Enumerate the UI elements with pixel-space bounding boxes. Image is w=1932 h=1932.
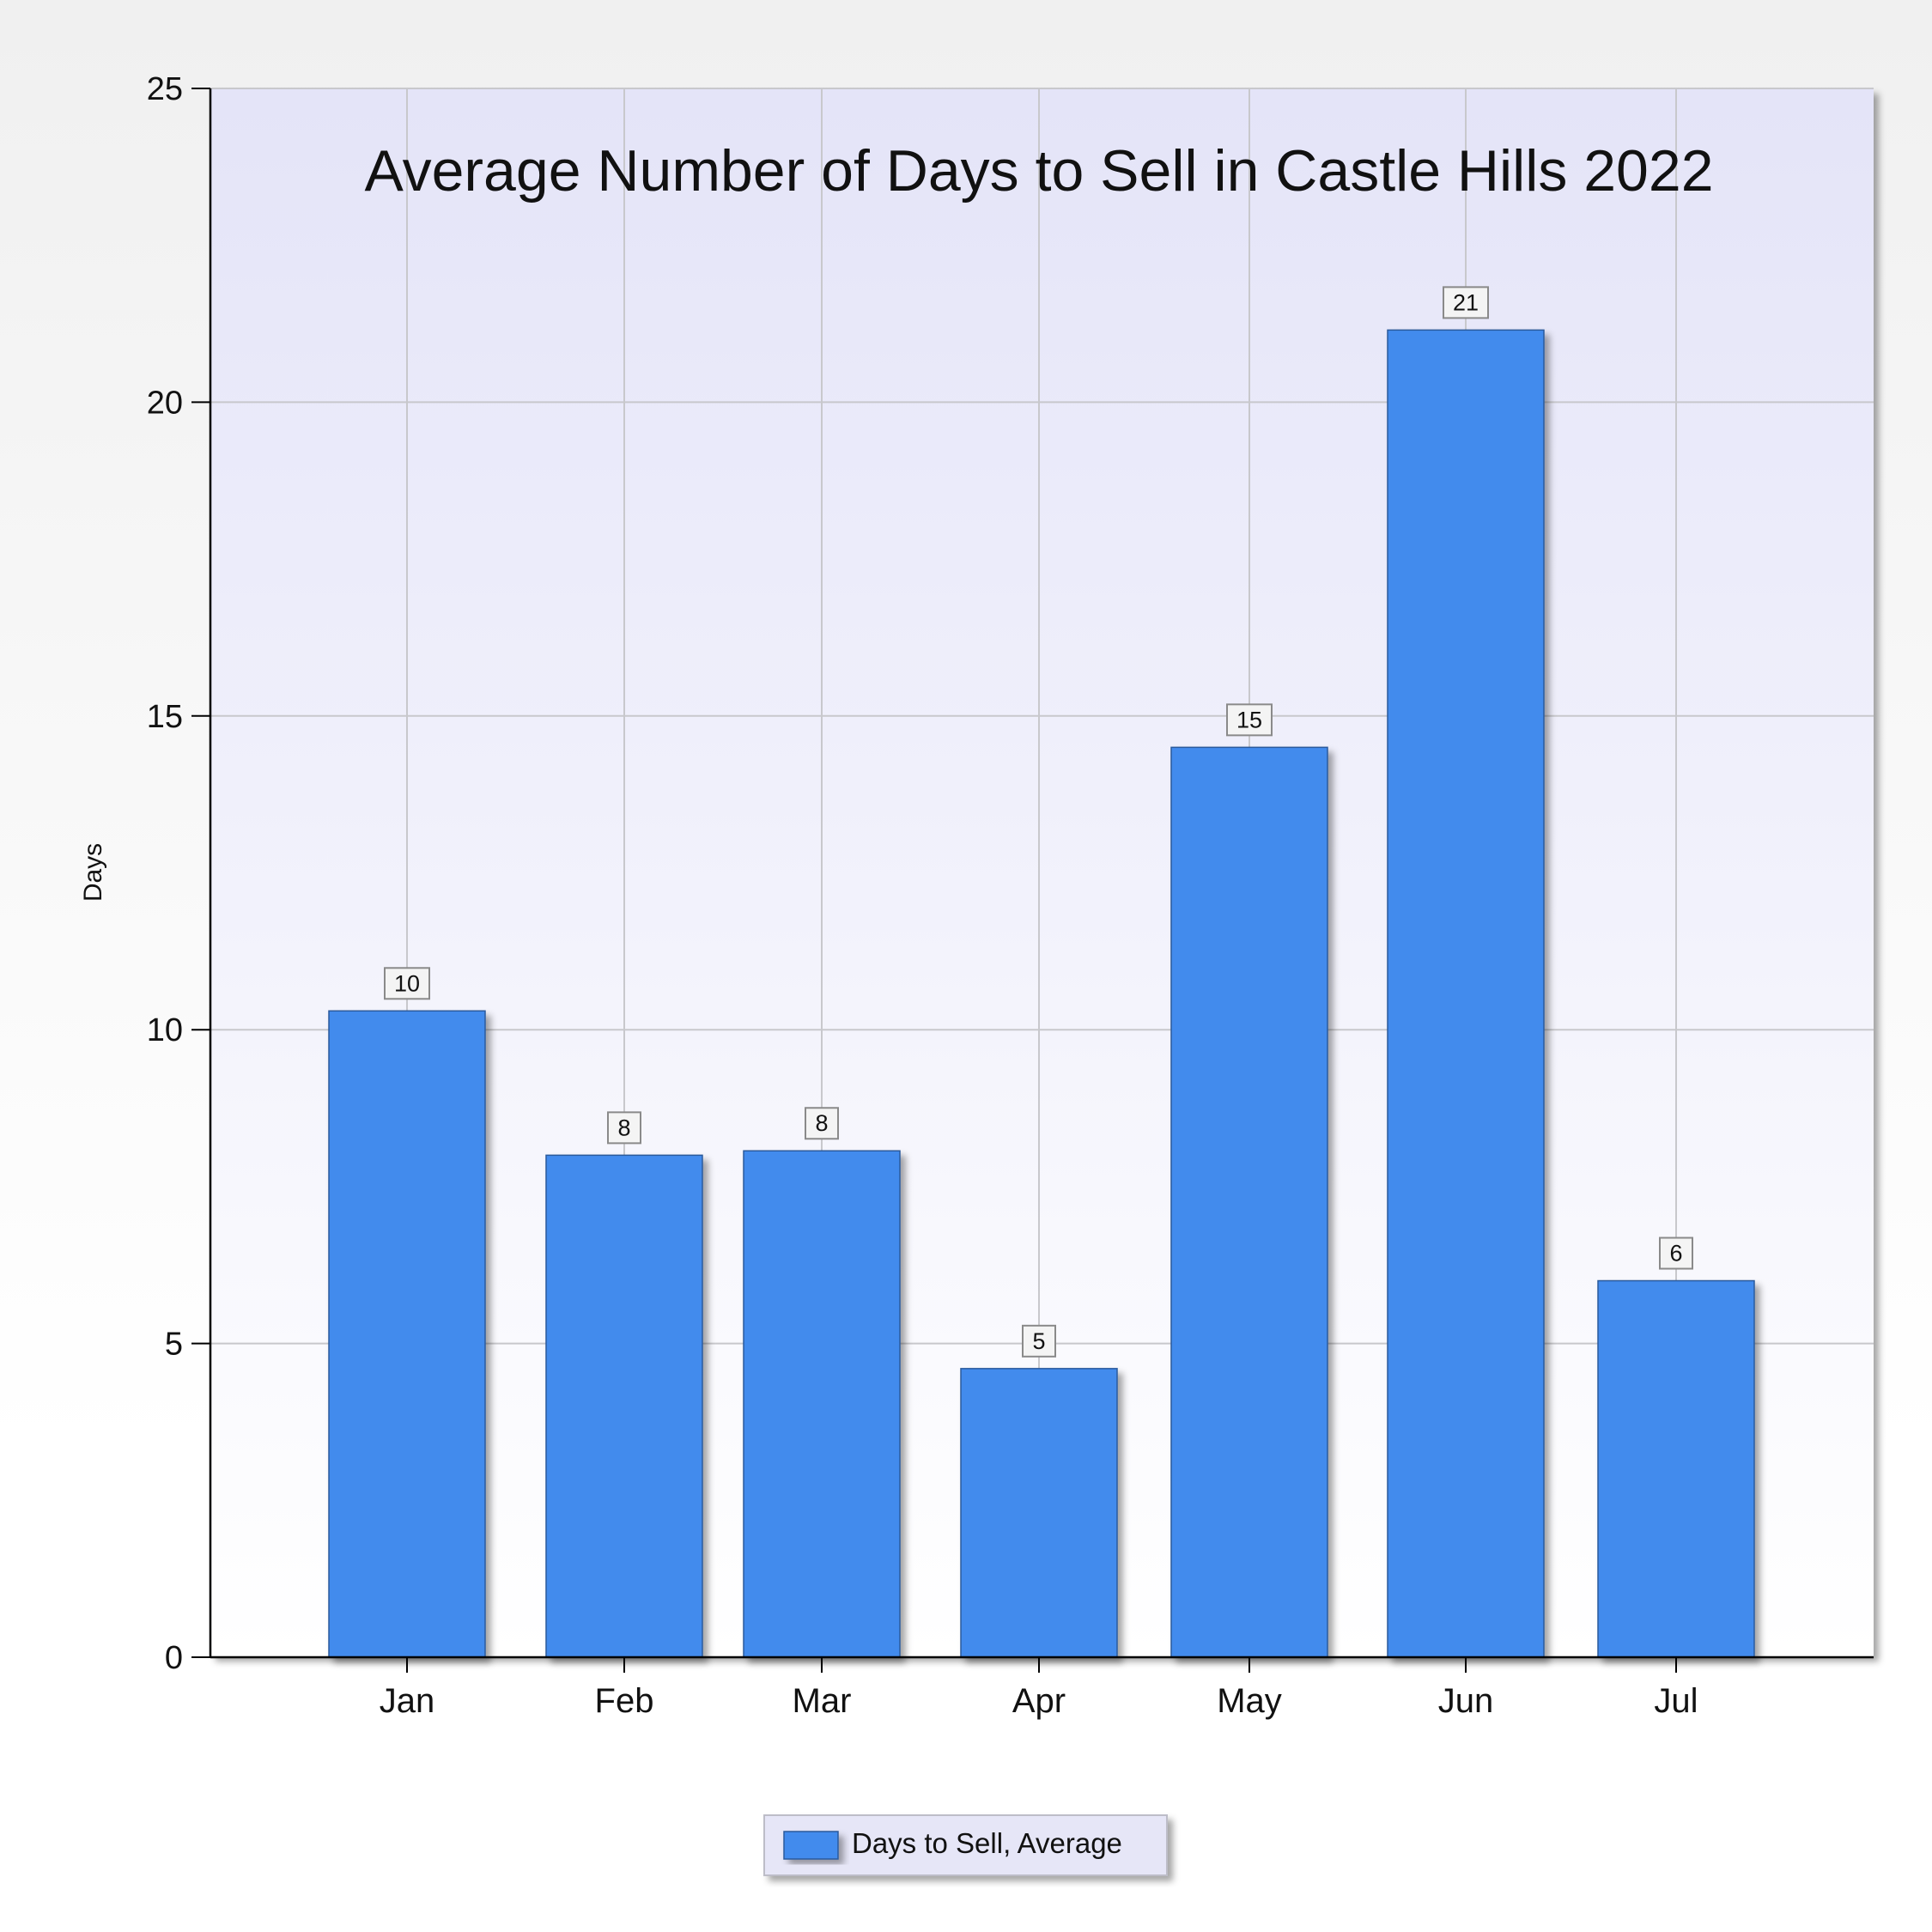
data-label: 6 [1669, 1241, 1682, 1267]
x-tick-label: May [1217, 1682, 1282, 1720]
y-tick-label: 0 [165, 1640, 183, 1676]
bar-jan [328, 1010, 486, 1658]
y-tick-label: 5 [165, 1327, 183, 1363]
data-label: 21 [1453, 289, 1479, 315]
data-label-box [1659, 1236, 1693, 1270]
bar-mar [743, 1150, 901, 1658]
bars [328, 329, 1755, 1658]
data-label-box [607, 1111, 641, 1145]
y-axis-label: Days [79, 843, 107, 902]
x-tick-label: Jul [1654, 1682, 1698, 1720]
x-axis-ticks: Jan Feb Mar Apr May Jun Jul [380, 1657, 1698, 1720]
data-label: 8 [617, 1115, 630, 1140]
bar-jul [1597, 1279, 1755, 1658]
data-label: 10 [394, 970, 420, 996]
data-labels: 10 8 8 5 15 21 6 [384, 286, 1693, 1358]
data-label: 8 [815, 1110, 828, 1136]
data-label-box [1022, 1324, 1056, 1358]
bar-may [1170, 746, 1328, 1658]
data-label: 5 [1032, 1328, 1045, 1354]
legend-label: Days to Sell, Average [852, 1827, 1122, 1859]
x-tick-label: Mar [793, 1682, 852, 1720]
y-tick-label: 10 [147, 1012, 183, 1048]
bar-jun [1387, 329, 1545, 1658]
chart-title: Average Number of Days to Sell in Castle… [364, 138, 1713, 204]
y-tick-label: 20 [147, 385, 183, 421]
legend: Days to Sell, Average [763, 1814, 1168, 1876]
x-tick-label: Jun [1438, 1682, 1494, 1720]
data-label-box [384, 967, 430, 1000]
data-label-box [1443, 286, 1489, 319]
x-tick-label: Apr [1012, 1682, 1066, 1720]
y-axis-ticks: 0 5 10 15 20 25 [147, 71, 210, 1676]
x-tick-label: Jan [380, 1682, 435, 1720]
data-label: 15 [1236, 707, 1262, 732]
data-label-box [1226, 703, 1273, 737]
bar-apr [960, 1368, 1118, 1658]
y-tick-label: 25 [147, 71, 183, 107]
bar-feb [545, 1154, 703, 1658]
data-label-box [805, 1107, 839, 1140]
legend-swatch [783, 1831, 839, 1860]
y-tick-label: 15 [147, 699, 183, 735]
x-tick-label: Feb [595, 1682, 654, 1720]
